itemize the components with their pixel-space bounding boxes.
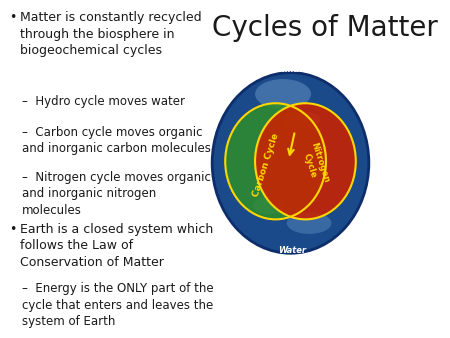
Text: Carbon Cycle: Carbon Cycle bbox=[252, 131, 281, 197]
Ellipse shape bbox=[287, 212, 332, 234]
Text: Water: Water bbox=[278, 246, 306, 255]
Text: Matter is constantly recycled
through the biosphere in
biogeochemical cycles: Matter is constantly recycled through th… bbox=[20, 11, 202, 57]
Ellipse shape bbox=[255, 103, 356, 219]
Text: •: • bbox=[9, 11, 17, 24]
Ellipse shape bbox=[255, 79, 311, 109]
Text: –  Energy is the ONLY part of the
cycle that enters and leaves the
system of Ear: – Energy is the ONLY part of the cycle t… bbox=[22, 283, 214, 329]
Ellipse shape bbox=[212, 73, 369, 253]
Ellipse shape bbox=[225, 103, 326, 219]
Text: Cycles of Matter: Cycles of Matter bbox=[212, 14, 438, 42]
Text: –  Nitrogen cycle moves organic
and inorganic nitrogen
molecules: – Nitrogen cycle moves organic and inorg… bbox=[22, 171, 211, 217]
Ellipse shape bbox=[283, 111, 320, 128]
Ellipse shape bbox=[253, 197, 283, 215]
Text: Climate: Climate bbox=[274, 65, 310, 74]
Text: Nitrogen
Cycle: Nitrogen Cycle bbox=[299, 142, 330, 188]
Text: •: • bbox=[9, 223, 17, 236]
Text: –  Hydro cycle moves water: – Hydro cycle moves water bbox=[22, 95, 185, 108]
Text: –  Carbon cycle moves organic
and inorganic carbon molecules: – Carbon cycle moves organic and inorgan… bbox=[22, 126, 211, 155]
Text: Earth is a closed system which
follows the Law of
Conservation of Matter: Earth is a closed system which follows t… bbox=[20, 223, 213, 269]
